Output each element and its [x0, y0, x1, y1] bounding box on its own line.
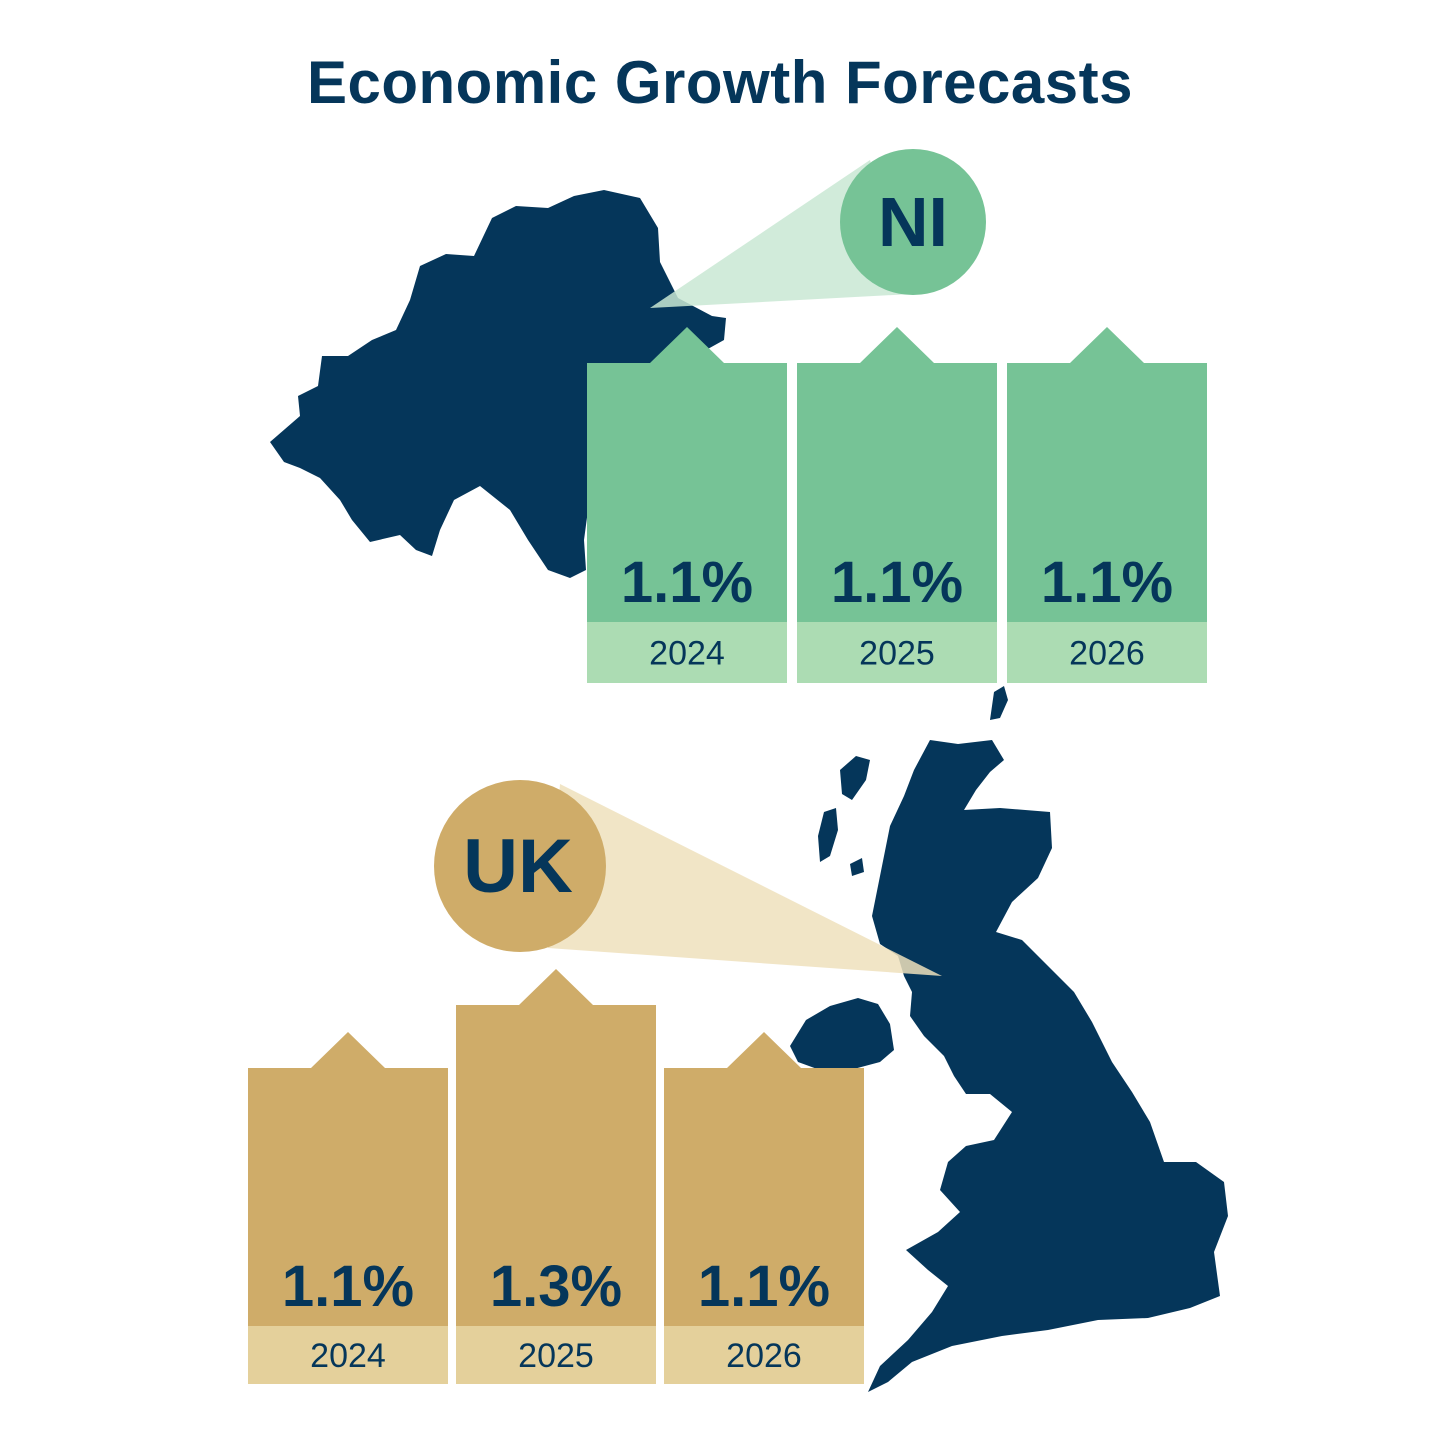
ni-region-label: NI	[878, 183, 948, 261]
ni-bar-group: 1.1% 2024 1.1% 2025 1.1% 2026	[587, 327, 1207, 683]
value-label: 1.1%	[698, 1254, 830, 1319]
great-britain-map	[868, 740, 1228, 1392]
value-label: 1.1%	[1041, 550, 1173, 615]
category-label: 2026	[1069, 635, 1145, 673]
hebrides-islands	[818, 686, 1008, 876]
bar-uk-2024	[248, 1032, 448, 1326]
category-strip	[456, 1326, 656, 1384]
category-label: 2026	[726, 1337, 802, 1375]
category-label: 2025	[518, 1337, 594, 1375]
category-strip	[664, 1326, 864, 1384]
uk-region-label: UK	[463, 824, 573, 909]
category-label: 2025	[859, 635, 935, 673]
category-strip	[248, 1326, 448, 1384]
value-label: 1.3%	[490, 1254, 622, 1319]
value-label: 1.1%	[831, 550, 963, 615]
category-strip	[797, 622, 997, 683]
bar-uk-2026	[664, 1032, 864, 1326]
category-strip	[587, 622, 787, 683]
bar-ni-2026	[1007, 327, 1207, 622]
uk-bar-group: 1.1% 2024 1.3% 2025 1.1% 2026	[248, 969, 864, 1384]
chart-title: Economic Growth Forecasts	[306, 49, 1133, 116]
uk-callout-beam	[548, 784, 942, 976]
northern-ireland-map	[270, 190, 726, 578]
bar-ni-2025	[797, 327, 997, 622]
category-label: 2024	[649, 635, 725, 673]
ni-region-badge	[840, 149, 986, 295]
bar-uk-2025	[456, 969, 656, 1326]
category-label: 2024	[310, 1337, 386, 1375]
bar-ni-2024	[587, 327, 787, 622]
uk-region-badge	[434, 780, 606, 952]
ireland-coast-map	[790, 998, 894, 1070]
value-label: 1.1%	[621, 550, 753, 615]
category-strip	[1007, 622, 1207, 683]
value-label: 1.1%	[282, 1254, 414, 1319]
